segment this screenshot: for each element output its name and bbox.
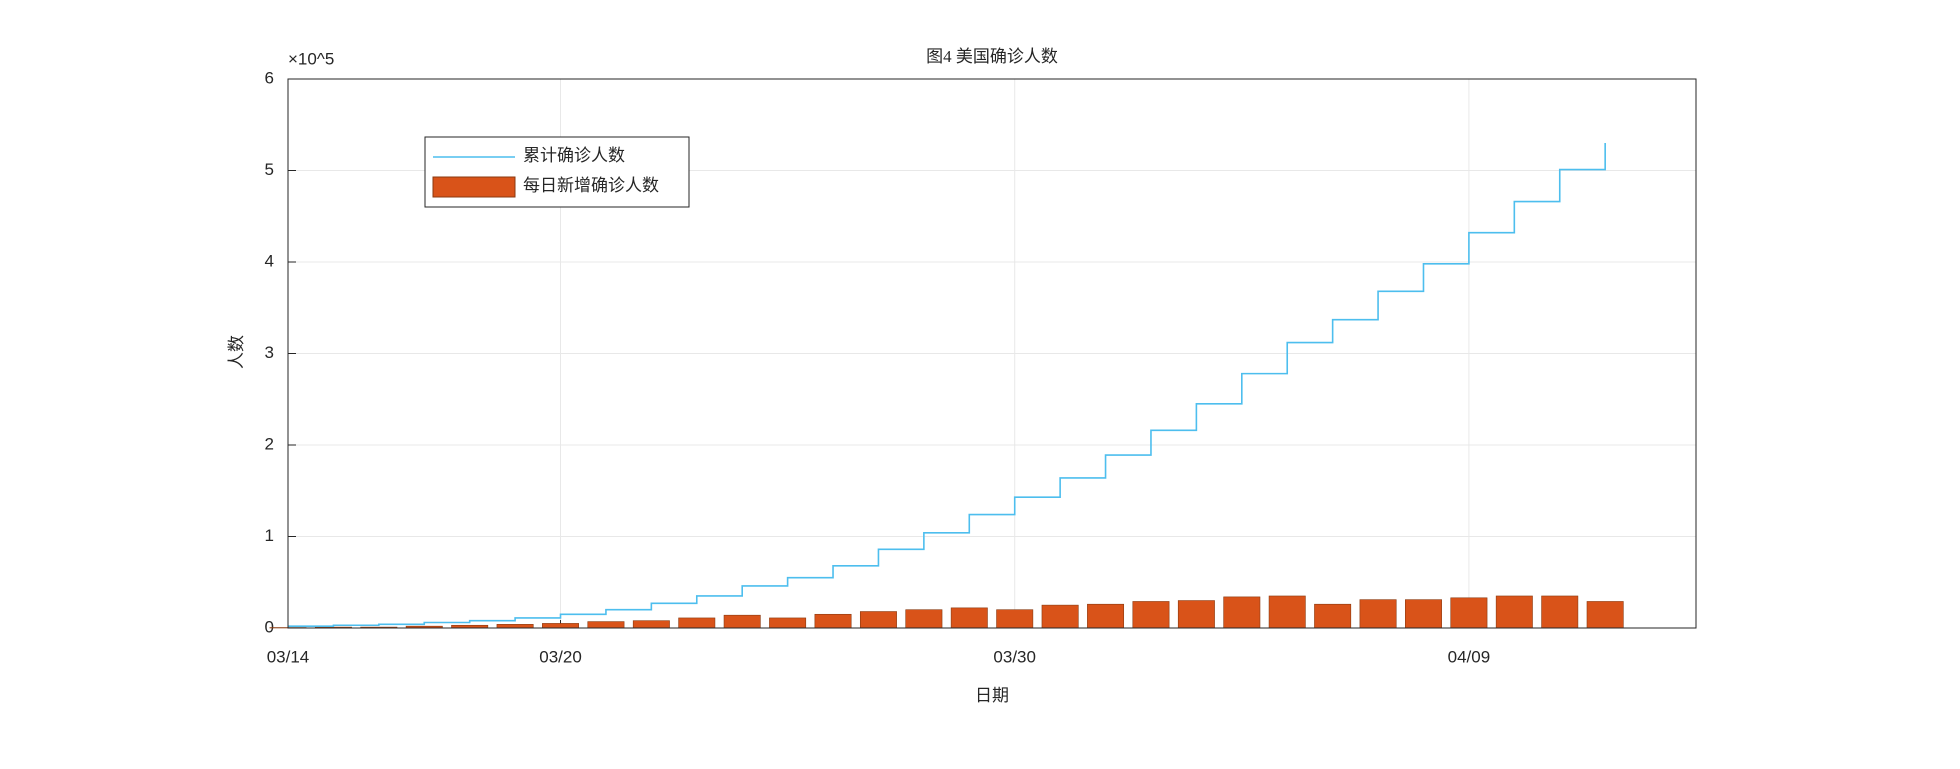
bar — [1133, 601, 1169, 628]
bar — [633, 621, 669, 628]
bar — [679, 618, 715, 628]
bar — [1360, 600, 1396, 628]
bar — [1314, 604, 1350, 628]
bar — [815, 614, 851, 628]
legend-label: 每日新增确诊人数 — [523, 176, 659, 195]
bar — [1042, 605, 1078, 628]
bar — [588, 622, 624, 628]
legend-label: 累计确诊人数 — [523, 146, 625, 165]
chart-title: 图4 美国确诊人数 — [926, 47, 1058, 66]
y-tick-label: 1 — [265, 526, 274, 545]
bar — [997, 610, 1033, 628]
bar — [860, 612, 896, 628]
y-tick-label: 3 — [265, 343, 274, 362]
bar — [1224, 597, 1260, 628]
bar — [1542, 596, 1578, 628]
bar — [1178, 601, 1214, 628]
x-tick-label: 03/30 — [993, 647, 1036, 666]
bar — [724, 615, 760, 628]
bar — [1269, 596, 1305, 628]
bar — [1496, 596, 1532, 628]
bar — [1087, 604, 1123, 628]
bar — [1451, 598, 1487, 628]
y-tick-label: 4 — [265, 251, 274, 270]
bar — [906, 610, 942, 628]
bar — [497, 624, 533, 628]
bar — [769, 618, 805, 628]
bar — [1405, 600, 1441, 628]
y-tick-label: 2 — [265, 434, 274, 453]
y-axis-label: 人数 — [227, 335, 246, 369]
x-axis-label: 日期 — [975, 686, 1009, 705]
x-tick-label: 03/14 — [267, 647, 310, 666]
line — [288, 143, 1605, 626]
bar — [951, 608, 987, 628]
bar — [1587, 601, 1623, 628]
x-tick-label: 04/09 — [1448, 647, 1491, 666]
bar — [542, 623, 578, 628]
y-tick-label: 0 — [265, 617, 274, 636]
legend-swatch — [433, 177, 515, 197]
y-tick-label: 5 — [265, 160, 274, 179]
y-tick-label: 6 — [265, 68, 274, 87]
x-tick-label: 03/20 — [539, 647, 582, 666]
y-multiplier: ×10^5 — [288, 49, 334, 68]
